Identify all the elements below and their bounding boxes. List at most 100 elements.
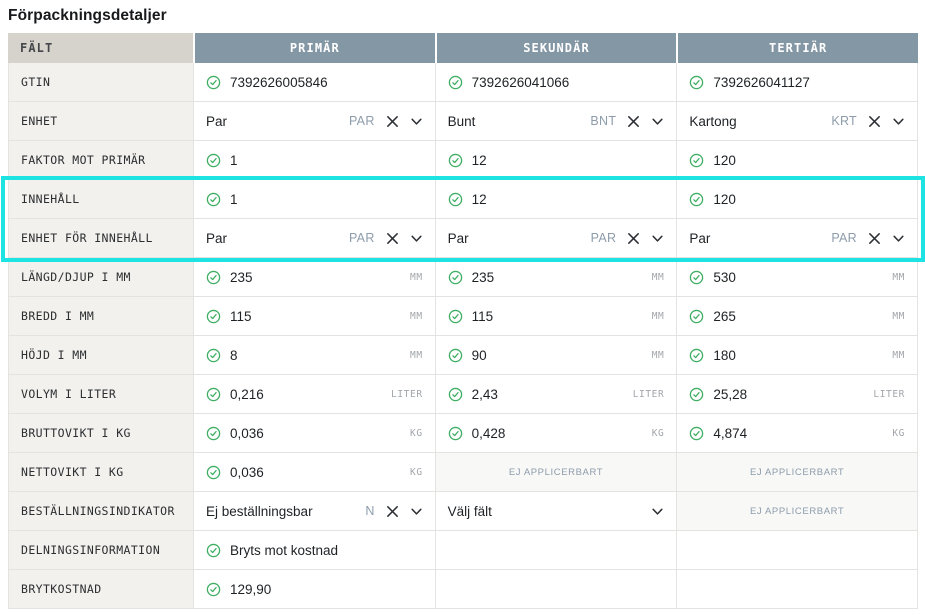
check-circle-icon (206, 270, 221, 285)
check-circle-icon (448, 387, 463, 402)
unit-dropdown[interactable]: Par PAR (193, 219, 435, 258)
field-value-cell[interactable]: 7392626041127 (676, 63, 918, 102)
cell-value: 7392626041127 (713, 74, 810, 90)
field-value-cell[interactable]: 120 (676, 180, 918, 219)
field-value-cell[interactable]: 0,428 KG (434, 414, 677, 453)
unit-dropdown[interactable]: Par PAR (193, 102, 435, 141)
unit-dropdown[interactable]: Par PAR (676, 219, 918, 258)
table-row: VOLYM I LITER 0,216 LITER 2,43 LITER 25,28 LIT… (8, 375, 918, 414)
clear-icon[interactable] (627, 115, 640, 128)
clear-icon[interactable] (386, 505, 399, 518)
field-value-cell[interactable]: 0,036 KG (193, 414, 435, 453)
cell-value: 0,036 (230, 464, 264, 480)
field-value-cell[interactable]: 7392626041066 (434, 63, 677, 102)
check-circle-icon (689, 309, 704, 324)
dropdown-controls: N (365, 504, 422, 518)
field-value-cell[interactable]: 0,036 KG (193, 453, 435, 492)
field-value-cell[interactable]: 25,28 LITER (676, 375, 918, 414)
chevron-down-icon[interactable] (651, 505, 664, 518)
field-value-cell[interactable]: 2,43 LITER (434, 375, 677, 414)
empty-cell (434, 531, 677, 570)
unit-dropdown[interactable]: Kartong KRT (676, 102, 918, 141)
dropdown-value: Välj fält (447, 503, 492, 519)
clear-icon[interactable] (868, 115, 881, 128)
field-value-cell[interactable]: 8 MM (193, 336, 435, 375)
dropdown-controls: BNT (590, 114, 664, 128)
chevron-down-icon[interactable] (892, 232, 905, 245)
chevron-down-icon[interactable] (651, 232, 664, 245)
table-row: BESTÄLLNINGSINDIKATOR Ej beställningsbar N… (8, 492, 918, 531)
field-value-cell[interactable]: 265 MM (676, 297, 918, 336)
field-value-cell[interactable]: 115 MM (193, 297, 435, 336)
field-value-cell[interactable]: Bryts mot kostnad (193, 531, 435, 570)
unit-dropdown[interactable]: Ej beställningsbar N (193, 492, 435, 531)
cell-value: 235 (471, 269, 495, 285)
table-row: NETTOVIKT I KG 0,036 KG EJ APPLICERBART EJ A… (8, 453, 918, 492)
clear-icon[interactable] (868, 232, 881, 245)
unit-code: N (365, 504, 375, 518)
row-label: BRYTKOSTNAD (8, 570, 193, 609)
dropdown-controls (651, 505, 664, 518)
field-value-cell[interactable]: 0,216 LITER (193, 375, 435, 414)
unit-label: MM (651, 310, 665, 322)
dropdown-value: Bunt (447, 113, 476, 129)
table-row: ENHET Par PAR Bunt BNT Kartong KRT (8, 102, 918, 141)
cell-value: 265 (713, 308, 736, 324)
cell-value: 115 (471, 308, 494, 324)
row-label: FAKTOR MOT PRIMÄR (8, 141, 193, 180)
clear-icon[interactable] (627, 232, 640, 245)
check-circle-icon (206, 192, 221, 207)
packaging-details-table: FÄLT PRIMÄR SEKUNDÄR TERTIÄR GTIN 7392626… (1, 33, 925, 609)
chevron-down-icon[interactable] (892, 115, 905, 128)
row-label: DELNINGSINFORMATION (8, 531, 193, 570)
empty-cell (676, 531, 918, 570)
dropdown-value: Par (206, 113, 228, 129)
row-label: BREDD I MM (8, 297, 193, 336)
clear-icon[interactable] (386, 232, 399, 245)
check-circle-icon (206, 465, 221, 480)
unit-label: MM (892, 310, 905, 322)
cell-value: 8 (230, 347, 238, 363)
dropdown-controls: KRT (831, 114, 905, 128)
field-value-cell[interactable]: 530 MM (676, 258, 918, 297)
chevron-down-icon[interactable] (410, 505, 423, 518)
row-label: LÄNGD/DJUP I MM (8, 258, 193, 297)
field-value-cell[interactable]: 120 (676, 141, 918, 180)
unit-dropdown[interactable]: Par PAR (434, 219, 677, 258)
field-value-cell[interactable]: 115 MM (434, 297, 677, 336)
dropdown-value: Par (206, 230, 228, 246)
not-applicable-label: EJ APPLICERBART (749, 505, 845, 517)
cell-value: 235 (230, 269, 253, 285)
chevron-down-icon[interactable] (410, 115, 423, 128)
field-value-cell[interactable]: 235 MM (434, 258, 677, 297)
dropdown-controls: PAR (349, 114, 423, 128)
table-row: BREDD I MM 115 MM 115 MM 265 MM (8, 297, 918, 336)
cell-value: 12 (471, 191, 487, 207)
chevron-down-icon[interactable] (651, 115, 664, 128)
unit-label: LITER (632, 388, 665, 400)
unit-dropdown[interactable]: Bunt BNT (434, 102, 677, 141)
unit-label: KG (651, 427, 665, 439)
cell-value: 25,28 (713, 386, 748, 402)
field-value-cell[interactable]: 180 MM (676, 336, 918, 375)
field-value-cell[interactable]: 1 (193, 180, 435, 219)
unit-dropdown[interactable]: Välj fält (434, 492, 677, 531)
field-value-cell[interactable]: 90 MM (434, 336, 677, 375)
chevron-down-icon[interactable] (410, 232, 423, 245)
field-value-cell[interactable]: 12 (434, 141, 677, 180)
field-value-cell[interactable]: 235 MM (193, 258, 435, 297)
table-row: BRYTKOSTNAD 129,90 (8, 570, 918, 609)
field-value-cell[interactable]: 4,874 KG (676, 414, 918, 453)
table-row: LÄNGD/DJUP I MM 235 MM 235 MM 530 MM (8, 258, 918, 297)
row-label: HÖJD I MM (8, 336, 193, 375)
clear-icon[interactable] (386, 115, 399, 128)
cell-value: 129,90 (230, 581, 272, 597)
field-value-cell[interactable]: 7392626005846 (193, 63, 435, 102)
field-value-cell[interactable]: 129,90 (193, 570, 435, 609)
field-value-cell[interactable]: 12 (434, 180, 677, 219)
field-value-cell[interactable]: 1 (193, 141, 435, 180)
page-title: Förpackningsdetaljer (8, 7, 167, 24)
check-circle-icon (206, 582, 221, 597)
check-circle-icon (448, 153, 463, 168)
check-circle-icon (448, 75, 463, 90)
